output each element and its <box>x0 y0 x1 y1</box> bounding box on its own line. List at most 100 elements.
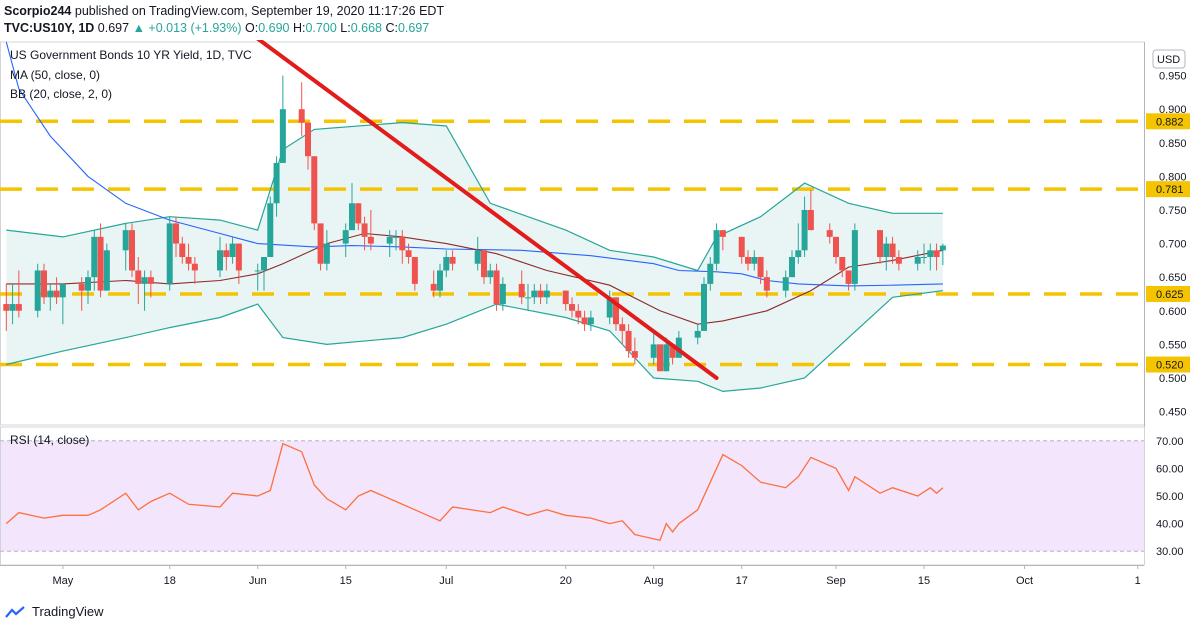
candle[interactable] <box>694 324 701 345</box>
downtrend-line[interactable] <box>256 40 719 380</box>
candle[interactable] <box>191 257 198 284</box>
candle[interactable] <box>713 223 720 271</box>
candle[interactable] <box>801 196 808 258</box>
candle[interactable] <box>47 283 54 311</box>
author-name[interactable]: Scorpio244 <box>4 4 72 18</box>
candle[interactable] <box>267 196 274 258</box>
time-axis[interactable]: May 18 Jun 15 Jul 20 Aug 17 Sep 15 Oct 1 <box>0 565 1144 587</box>
candle[interactable] <box>701 277 707 331</box>
candle[interactable] <box>185 243 192 271</box>
candle[interactable] <box>443 250 450 278</box>
candle[interactable] <box>135 257 142 305</box>
candle[interactable] <box>606 290 613 325</box>
candle[interactable] <box>575 304 582 325</box>
candle[interactable] <box>933 243 940 271</box>
candle[interactable] <box>97 223 104 298</box>
candle[interactable] <box>279 75 286 163</box>
candle[interactable] <box>839 257 846 278</box>
candle[interactable] <box>59 283 66 325</box>
candle[interactable] <box>3 283 10 331</box>
candle[interactable] <box>518 270 525 305</box>
candle[interactable] <box>298 82 305 137</box>
candle[interactable] <box>707 257 714 291</box>
candle[interactable] <box>411 257 418 291</box>
candle[interactable] <box>317 223 324 271</box>
candle[interactable] <box>569 297 575 318</box>
candle[interactable] <box>537 283 544 305</box>
candle[interactable] <box>34 263 41 318</box>
candle[interactable] <box>807 189 814 231</box>
candle[interactable] <box>757 257 764 284</box>
candle[interactable] <box>179 236 186 264</box>
candle[interactable] <box>235 243 242 284</box>
candle[interactable] <box>877 230 883 264</box>
candle[interactable] <box>625 324 632 358</box>
rsi-panel[interactable]: RSI (14, close) 70.00 60.00 50.00 40.00 30.00 <box>0 426 1184 566</box>
candle[interactable] <box>305 122 311 170</box>
chart-canvas[interactable]: 0.950 0.900 0.850 0.800 0.750 0.700 0.650 0.600… <box>0 40 1200 600</box>
indicator-legend-label[interactable]: MA (50, close, 0) <box>10 68 100 82</box>
candle[interactable] <box>914 250 921 271</box>
candle[interactable] <box>342 223 349 258</box>
candle[interactable] <box>650 330 657 365</box>
candle[interactable] <box>367 209 374 251</box>
candle[interactable] <box>939 243 946 266</box>
candle[interactable] <box>927 243 934 271</box>
candle[interactable] <box>493 263 500 311</box>
candle[interactable] <box>474 236 481 271</box>
candle[interactable] <box>895 250 902 271</box>
candle[interactable] <box>619 317 626 345</box>
candle[interactable] <box>147 270 154 298</box>
candle[interactable] <box>525 283 531 311</box>
candle[interactable] <box>883 236 890 271</box>
candle[interactable] <box>405 243 412 264</box>
candle[interactable] <box>223 243 230 271</box>
candle[interactable] <box>273 156 280 217</box>
candle[interactable] <box>833 236 839 264</box>
candle[interactable] <box>355 203 362 231</box>
candle[interactable] <box>15 270 22 318</box>
candle[interactable] <box>361 216 368 251</box>
candle[interactable] <box>229 236 236 264</box>
candle[interactable] <box>430 270 437 298</box>
candle[interactable] <box>763 270 770 298</box>
candle[interactable] <box>311 156 318 231</box>
candle[interactable] <box>254 263 261 291</box>
candle[interactable] <box>129 223 135 278</box>
candle[interactable] <box>789 250 795 278</box>
candle[interactable] <box>631 337 638 365</box>
tradingview-logo[interactable]: TradingView <box>4 604 104 619</box>
candle[interactable] <box>562 290 569 311</box>
candle[interactable] <box>531 283 538 305</box>
candle[interactable] <box>122 223 129 271</box>
candle[interactable] <box>543 283 550 305</box>
price-panel[interactable]: 0.950 0.900 0.850 0.800 0.750 0.700 0.650 0.600… <box>0 40 1200 596</box>
currency-badge[interactable]: USD <box>1152 49 1186 69</box>
candle[interactable] <box>41 263 47 305</box>
candle[interactable] <box>349 183 355 231</box>
candle[interactable] <box>751 250 758 271</box>
candle[interactable] <box>386 230 393 258</box>
candle[interactable] <box>851 223 858 291</box>
candle[interactable] <box>481 250 487 284</box>
candle[interactable] <box>745 250 751 271</box>
indicator-legend-label[interactable]: BB (20, close, 2, 0) <box>10 87 112 101</box>
candle[interactable] <box>173 216 179 258</box>
candle[interactable] <box>449 250 456 271</box>
candle[interactable] <box>393 230 399 251</box>
candle[interactable] <box>437 263 443 298</box>
candle[interactable] <box>657 344 663 372</box>
candle[interactable] <box>826 223 833 244</box>
candle[interactable] <box>9 283 16 325</box>
candle[interactable] <box>921 243 927 264</box>
candle[interactable] <box>499 277 506 311</box>
candle[interactable] <box>581 310 588 331</box>
candle[interactable] <box>719 230 726 251</box>
candle[interactable] <box>487 263 494 284</box>
candle[interactable] <box>91 230 98 291</box>
candle[interactable] <box>261 257 267 291</box>
candle[interactable] <box>85 270 91 305</box>
candle[interactable] <box>587 310 594 331</box>
candle[interactable] <box>217 236 223 278</box>
candle[interactable] <box>103 243 110 291</box>
